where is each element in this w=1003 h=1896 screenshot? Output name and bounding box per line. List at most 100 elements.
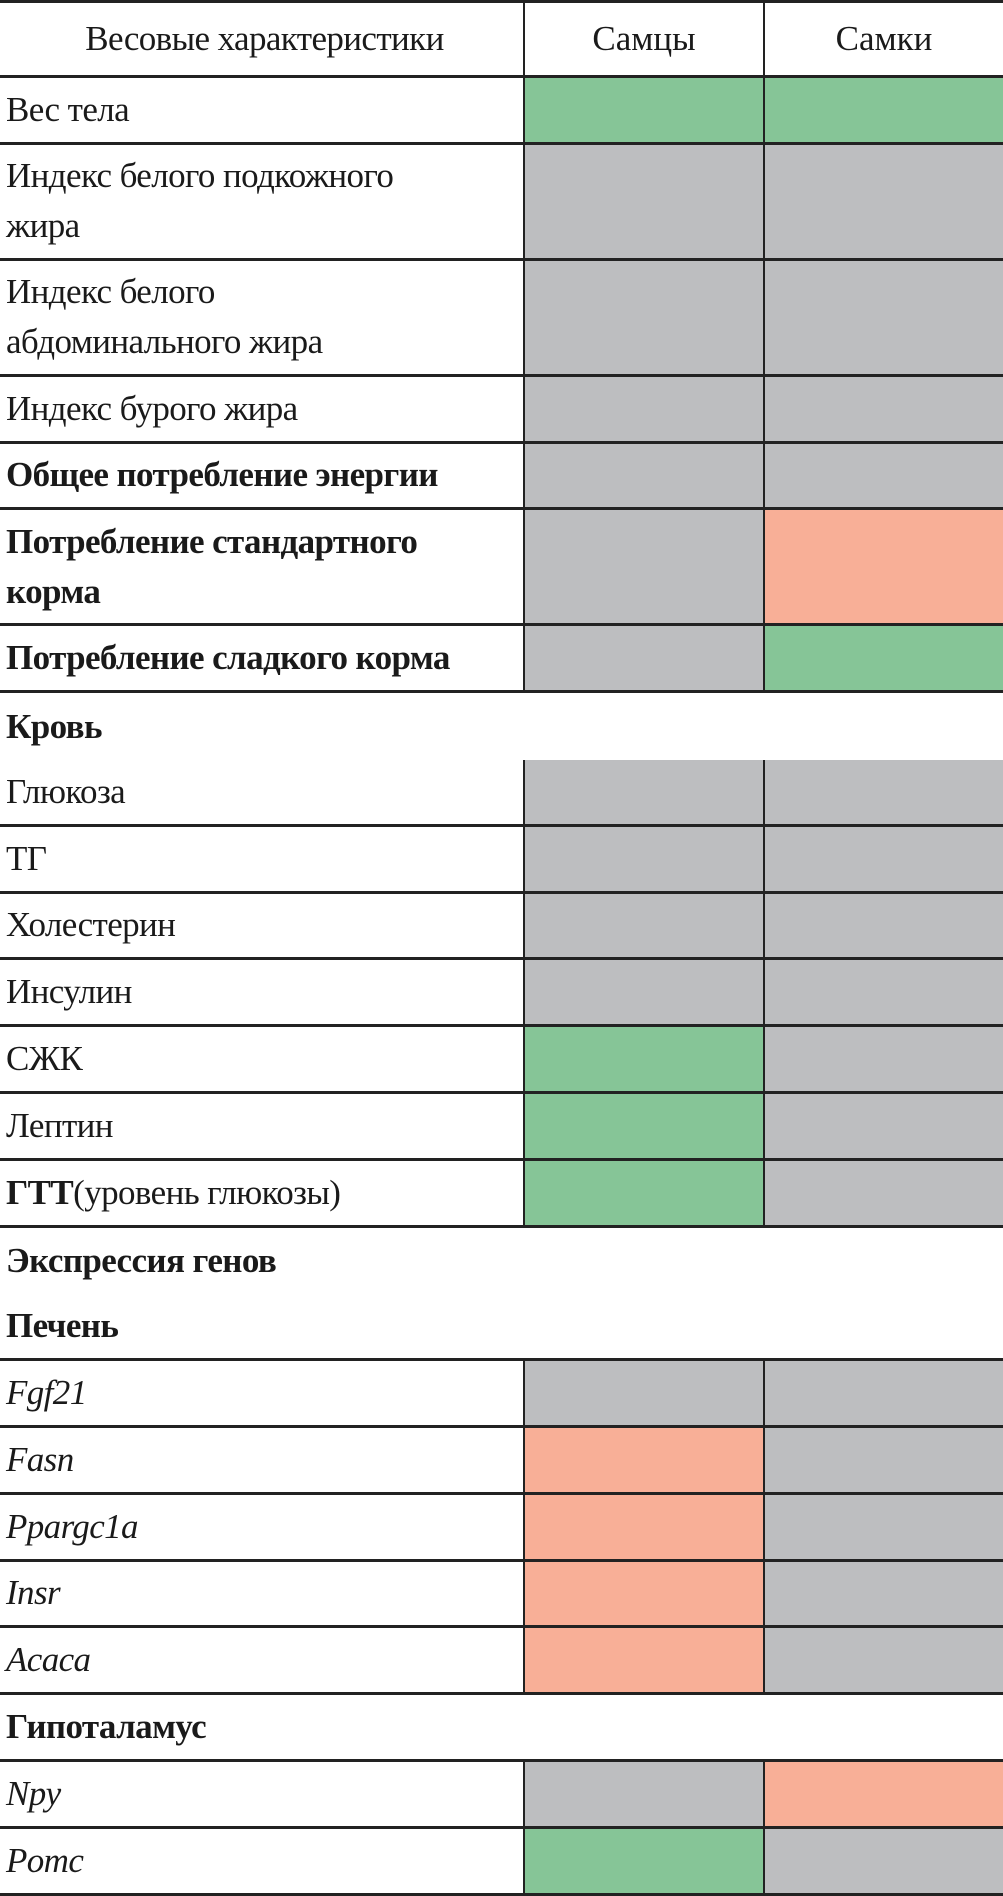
females-cell-gray: [763, 1093, 1003, 1158]
females-cell-gray: [763, 1561, 1003, 1626]
row-label-line: Лептин: [6, 1105, 114, 1145]
table-row: Npy: [0, 1761, 1003, 1829]
row-label-bold-part: ГТТ: [6, 1172, 74, 1212]
table-row: Индекс белого подкожного жира: [0, 144, 1003, 261]
table-row: СЖК: [0, 1027, 1003, 1094]
row-label: Холестерин: [0, 894, 523, 958]
males-cell-gray: [523, 960, 763, 1025]
males-cell-green: [523, 1027, 763, 1091]
males-cell-green: [523, 1828, 763, 1893]
males-cell-salmon: [523, 1427, 763, 1492]
females-cell-salmon: [763, 510, 1003, 624]
row-label: Глюкоза: [0, 760, 523, 824]
table-row: Pomc: [0, 1828, 1003, 1896]
table-header: Весовые характеристики Самцы Самки: [0, 3, 1003, 78]
females-cell-gray: [763, 960, 1003, 1025]
females-cell-gray: [763, 1494, 1003, 1559]
row-label-line: Acaca: [6, 1640, 91, 1680]
row-label: Лептин: [0, 1094, 523, 1158]
males-cell-gray: [523, 510, 763, 624]
females-cell-salmon: [763, 1761, 1003, 1826]
females-cell-gray: [763, 826, 1003, 891]
row-label: Потребление стандартного корма: [0, 510, 523, 623]
row-label: Индекс белого подкожного жира: [0, 145, 523, 258]
females-cell-gray: [763, 443, 1003, 508]
females-cell-gray: [763, 1027, 1003, 1091]
row-label: Гипоталамус: [0, 1695, 1003, 1759]
row-label-line: Ppargc1a: [6, 1506, 139, 1546]
males-cell-green: [523, 78, 763, 142]
row-label: ГТТ(уровень глюкозы): [0, 1161, 523, 1225]
females-cell-gray: [763, 260, 1003, 374]
row-label-line: ГТТ(уровень глюкозы): [6, 1168, 523, 1218]
table-row: Ppargc1a: [0, 1494, 1003, 1562]
row-label: Общее потребление энергии: [0, 444, 523, 508]
males-cell-gray: [523, 1761, 763, 1826]
males-cell-gray: [523, 144, 763, 258]
row-label: Fgf21: [0, 1361, 523, 1425]
table-row: ТГ: [0, 826, 1003, 894]
row-label: Индекс белого абдоминального жира: [0, 261, 523, 374]
males-cell-gray: [523, 759, 763, 824]
row-label: Экспрессия генов: [0, 1228, 1003, 1295]
table-row: ГТТ(уровень глюкозы): [0, 1160, 1003, 1228]
table-row: Fgf21: [0, 1361, 1003, 1428]
row-label-normal-part: (уровень глюкозы): [73, 1172, 341, 1212]
table-row: Инсулин: [0, 960, 1003, 1028]
row-label-line: Insr: [6, 1573, 61, 1613]
row-label: Pomc: [0, 1829, 523, 1893]
row-label: Печень: [0, 1294, 1003, 1358]
row-label: Fasn: [0, 1428, 523, 1492]
row-label: Insr: [0, 1562, 523, 1626]
row-label: Acaca: [0, 1628, 523, 1692]
table-row: Индекс белого абдоминального жира: [0, 260, 1003, 377]
row-label-line: Кровь: [6, 706, 102, 746]
section-row: Гипоталамус: [0, 1695, 1003, 1762]
table-row: Fasn: [0, 1427, 1003, 1495]
row-label-line: Потребление стандартного: [6, 521, 418, 561]
males-cell-gray: [523, 443, 763, 508]
row-label-line: Индекс белого подкожного: [6, 156, 394, 196]
table-row: Общее потребление энергии: [0, 443, 1003, 511]
table-row: Потребление стандартного корма: [0, 510, 1003, 627]
males-cell-gray: [523, 376, 763, 441]
row-label: ТГ: [0, 827, 523, 891]
males-cell-salmon: [523, 1628, 763, 1693]
row-label: Npy: [0, 1762, 523, 1826]
males-cell-gray: [523, 260, 763, 374]
table-row: Индекс бурого жира: [0, 376, 1003, 444]
females-cell-green: [763, 626, 1003, 691]
females-cell-gray: [763, 1160, 1003, 1225]
row-label-line: Гипоталамус: [6, 1707, 207, 1747]
row-label-line: Npy: [6, 1773, 61, 1813]
row-label-line: Экспрессия генов: [6, 1240, 277, 1280]
row-label-line: Индекс белого: [6, 272, 215, 312]
row-label-line: Fgf21: [6, 1373, 87, 1413]
row-label-line: Холестерин: [6, 905, 176, 945]
females-cell-gray: [763, 1361, 1003, 1425]
row-label: Индекс бурого жира: [0, 377, 523, 441]
row-label-line: Fasn: [6, 1439, 74, 1479]
males-cell-gray: [523, 826, 763, 891]
males-cell-salmon: [523, 1561, 763, 1626]
males-cell-green: [523, 1160, 763, 1225]
section-row: Кровь: [0, 693, 1003, 760]
males-cell-salmon: [523, 1494, 763, 1559]
row-label-line: корма: [6, 571, 101, 611]
row-label: Инсулин: [0, 960, 523, 1024]
table-row: Потребление сладкого корма: [0, 626, 1003, 694]
females-cell-gray: [763, 1427, 1003, 1492]
males-cell-green: [523, 1093, 763, 1158]
table-row: Acaca: [0, 1628, 1003, 1696]
table-row: Вес тела: [0, 78, 1003, 145]
row-label-line: Печень: [6, 1306, 119, 1346]
row-label-line: Вес тела: [6, 89, 130, 129]
row-label: Вес тела: [0, 78, 523, 142]
row-label-line: Общее потребление энергии: [6, 455, 438, 495]
row-label-line: Глюкоза: [6, 771, 126, 811]
row-label: Ppargc1a: [0, 1495, 523, 1559]
row-label-line: Инсулин: [6, 972, 132, 1012]
males-cell-gray: [523, 893, 763, 958]
row-label-line: жира: [6, 206, 80, 246]
